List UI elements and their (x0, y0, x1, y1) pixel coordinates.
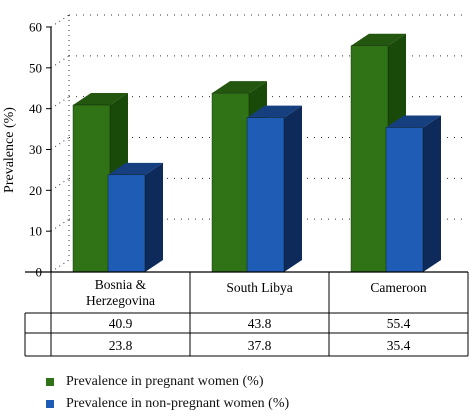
value-label-1-2: 35.4 (387, 338, 411, 353)
legend-item-pregnant: Prevalence in pregnant women (%) (46, 374, 263, 390)
value-label-0-0: 40.9 (109, 316, 133, 331)
bar-top-1-0 (108, 162, 163, 175)
legend-swatch-pregnant (46, 378, 54, 386)
value-label-1-1: 37.8 (248, 338, 272, 353)
bars (72, 33, 441, 273)
category-label-0-1: Herzegovina (86, 293, 155, 308)
grid-diagonal-60 (50, 14, 70, 28)
bar-side-1-0 (145, 162, 163, 272)
y-tick-label-20: 20 (29, 183, 42, 198)
bar-0-1 (211, 92, 250, 273)
grid-diagonal-0 (50, 259, 70, 273)
legend-item-non-pregnant: Prevalence in non-pregnant women (%) (46, 396, 289, 412)
bar-0-0 (72, 104, 111, 273)
y-axis-label: Prevalence (%) (2, 107, 17, 193)
grid-diagonal-20 (50, 177, 70, 191)
grid-diagonal-50 (50, 55, 70, 69)
grid-diagonal-40 (50, 96, 70, 110)
grid-diagonal-30 (50, 137, 70, 150)
bar-top-0-2 (351, 33, 406, 46)
y-tick-label-60: 60 (29, 20, 42, 35)
y-tick-label-40: 40 (29, 101, 42, 116)
category-label-2-0: Cameroon (370, 280, 426, 295)
grid-diagonal-10 (50, 218, 70, 232)
data-table: Bosnia &Herzegovina 40.9 23.8 South Libya 43… (24, 271, 469, 357)
value-label-1-0: 23.8 (109, 338, 133, 353)
legend-label-pregnant: Prevalence in pregnant women (%) (66, 374, 264, 389)
y-tick-label-30: 30 (29, 142, 42, 157)
bar-0-2 (350, 45, 389, 273)
bar-top-1-2 (386, 115, 441, 128)
bar-top-0-1 (212, 81, 267, 94)
y-tick-label-50: 50 (29, 60, 42, 75)
bar-1-1 (246, 117, 285, 273)
grid (50, 14, 468, 273)
bar-1-0 (107, 174, 146, 273)
value-label-0-1: 43.8 (248, 316, 272, 331)
bar-side-1-2 (423, 115, 441, 272)
value-label-0-2: 55.4 (387, 316, 411, 331)
bar-top-1-1 (247, 105, 302, 118)
bar-top-0-0 (73, 92, 128, 105)
y-tick-label-10: 10 (29, 224, 42, 239)
bar-1-2 (385, 127, 424, 273)
legend-swatch-non-pregnant (46, 400, 54, 408)
category-label-0-0: Bosnia & (95, 277, 147, 292)
bar-side-1-1 (284, 105, 302, 273)
category-label-1-0: South Libya (226, 280, 292, 295)
legend-label-non-pregnant: Prevalence in non-pregnant women (%) (66, 396, 290, 411)
axes (46, 26, 52, 273)
